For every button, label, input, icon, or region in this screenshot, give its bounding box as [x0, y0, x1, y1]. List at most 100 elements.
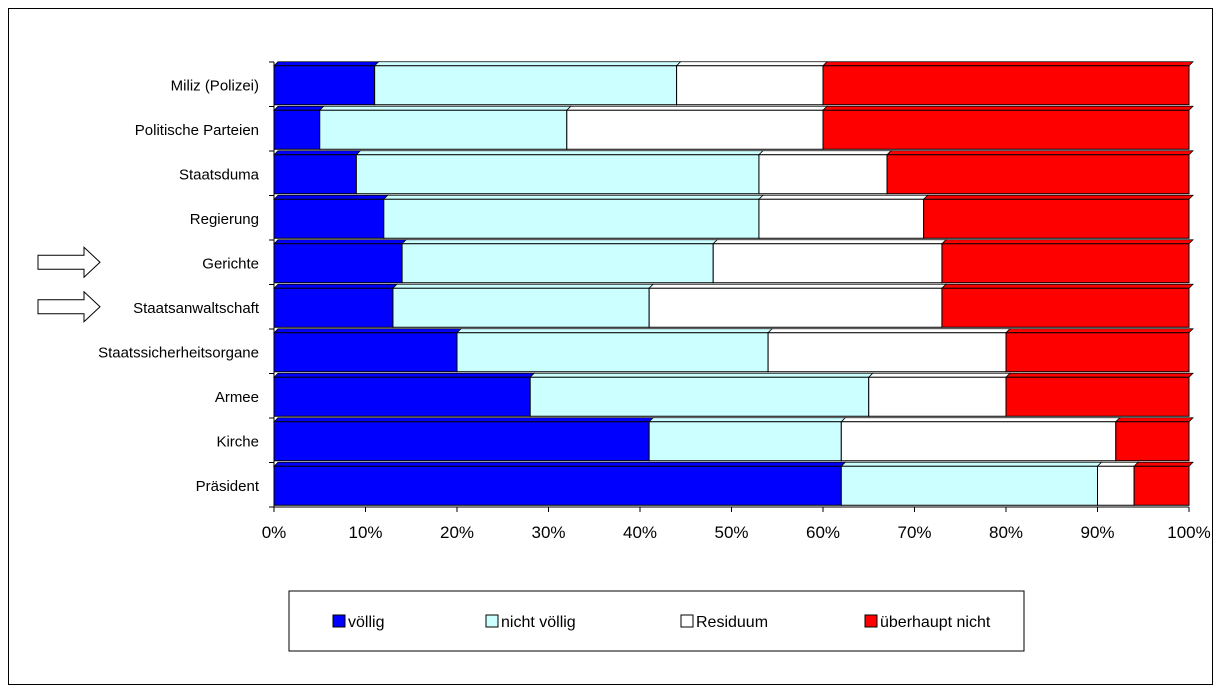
bar-segment-top [712, 239, 947, 245]
bar-segment-top [273, 239, 408, 245]
bar-segment-top [1005, 372, 1194, 378]
bar-nicht-vollig-prasident [840, 465, 1098, 506]
bar-residuum-kirche [840, 421, 1117, 462]
bar-vollig-politische-parteien [273, 109, 321, 150]
bar-segment-top [456, 328, 774, 334]
category-label-kirche: Kirche [216, 433, 259, 450]
x-tick-label: 90% [1080, 523, 1114, 542]
bar-nicht-vollig-politische-parteien [319, 109, 568, 150]
bar-segment-top [355, 150, 764, 156]
bar-nicht-vollig-staatsanwaltschaft [392, 287, 650, 328]
bar-segment-top [822, 105, 1194, 111]
bar-segment-top [675, 61, 828, 67]
bar-residuum-miliz-polizei [676, 65, 824, 106]
bar-segment-top [273, 461, 847, 467]
bar-residuum-staatssicherheitsorgane [767, 332, 1007, 373]
bar-uberhaupt-nicht-staatsduma [886, 154, 1190, 195]
bar-segment-top [382, 194, 764, 200]
category-label-politische-parteien: Politische Parteien [135, 122, 259, 139]
bar-segment-top [767, 328, 1011, 334]
x-tick-label: 60% [806, 523, 840, 542]
bar-segment-top [648, 417, 847, 423]
legend-swatch-vollig [332, 614, 346, 628]
bar-residuum-staatsanwaltschaft [648, 287, 943, 328]
x-tick-label: 100% [1167, 523, 1210, 542]
bar-segment-top [273, 194, 389, 200]
legend-label-nicht-vollig: nicht völlig [501, 614, 576, 631]
bar-vollig-armee [273, 376, 531, 417]
x-tick-label: 30% [531, 523, 565, 542]
bar-segment-top [757, 150, 893, 156]
category-label-miliz-polizei: Miliz (Polizei) [171, 77, 259, 94]
bar-uberhaupt-nicht-politische-parteien [822, 109, 1190, 150]
x-tick-label: 70% [897, 523, 931, 542]
bar-residuum-staatsduma [758, 154, 888, 195]
bar-vollig-prasident [273, 465, 842, 506]
bar-segment-top [318, 105, 572, 111]
bar-segment-top [1096, 461, 1140, 467]
bar-uberhaupt-nicht-staatssicherheitsorgane [1005, 332, 1190, 373]
bar-segment-top [840, 417, 1121, 423]
bar-segment-top [273, 372, 536, 378]
arrow-icon [37, 246, 101, 279]
bar-uberhaupt-nicht-gerichte [941, 243, 1190, 284]
bar-vollig-miliz-polizei [273, 65, 376, 106]
x-tick-labels: 0% 10% 20% 30% 40% 50% 60% 70% 80% 90% 100% [262, 523, 1211, 542]
bar-segment-top [648, 283, 947, 289]
bar-vollig-gerichte [273, 243, 403, 284]
bar-nicht-vollig-gerichte [401, 243, 714, 284]
category-labels: Miliz (Polizei) Politische Parteien Staats… [98, 77, 260, 495]
bar-segment-top [886, 150, 1194, 156]
bar-uberhaupt-nicht-miliz-polizei [822, 65, 1190, 106]
category-label-gerichte: Gerichte [202, 255, 259, 272]
legend-swatch-nicht-vollig [485, 614, 499, 628]
bar-segment-top [822, 61, 1194, 67]
bar-segment-top [273, 417, 655, 423]
x-tick-label: 40% [623, 523, 657, 542]
bar-uberhaupt-nicht-staatsanwaltschaft [941, 287, 1190, 328]
x-tick-label: 50% [714, 523, 748, 542]
bar-segment-top [922, 194, 1194, 200]
bar-segment-top [273, 150, 362, 156]
bar-vollig-staatsduma [273, 154, 357, 195]
bar-residuum-gerichte [712, 243, 943, 284]
x-tick-label: 80% [989, 523, 1023, 542]
bar-residuum-politische-parteien [566, 109, 824, 150]
bar-residuum-regierung [758, 198, 925, 239]
bar-nicht-vollig-regierung [383, 198, 760, 239]
bar-nicht-vollig-kirche [648, 421, 842, 462]
bars-layer [273, 61, 1194, 506]
bar-segment-top [273, 61, 380, 67]
bar-nicht-vollig-staatsduma [355, 154, 760, 195]
bar-segment-top [757, 194, 929, 200]
bar-segment-top [565, 105, 828, 111]
category-label-prasident: Präsident [196, 478, 260, 495]
bar-uberhaupt-nicht-prasident [1133, 465, 1190, 506]
bar-nicht-vollig-miliz-polizei [374, 65, 678, 106]
bar-segment-top [373, 61, 682, 67]
bar-vollig-regierung [273, 198, 385, 239]
x-tick-label: 0% [262, 523, 287, 542]
category-label-staatssicherheitsorgane: Staatssicherheitsorgane [98, 344, 259, 361]
bar-segment-top [1005, 328, 1194, 334]
category-label-staatsduma: Staatsduma [179, 166, 260, 183]
legend-label-vollig: völlig [348, 614, 384, 631]
x-tick-label: 10% [348, 523, 382, 542]
bar-segment-top [1133, 461, 1194, 467]
legend: völlig nicht völlig Residuum überhaupt nich… [288, 590, 1025, 652]
legend-swatch-residuum [680, 614, 694, 628]
x-tick-label: 20% [440, 523, 474, 542]
bar-segment-top [529, 372, 874, 378]
bar-vollig-staatssicherheitsorgane [273, 332, 458, 373]
bar-uberhaupt-nicht-regierung [923, 198, 1190, 239]
bar-vollig-kirche [273, 421, 650, 462]
bar-uberhaupt-nicht-armee [1005, 376, 1190, 417]
bar-segment-top [273, 283, 398, 289]
legend-swatch-uberhaupt-nicht [864, 614, 878, 628]
bar-segment-top [273, 328, 462, 334]
legend-label-residuum: Residuum [696, 614, 768, 631]
bar-residuum-armee [868, 376, 1007, 417]
arrow-annotations [37, 246, 101, 323]
bar-segment-top [391, 283, 655, 289]
bar-segment-top [867, 372, 1011, 378]
